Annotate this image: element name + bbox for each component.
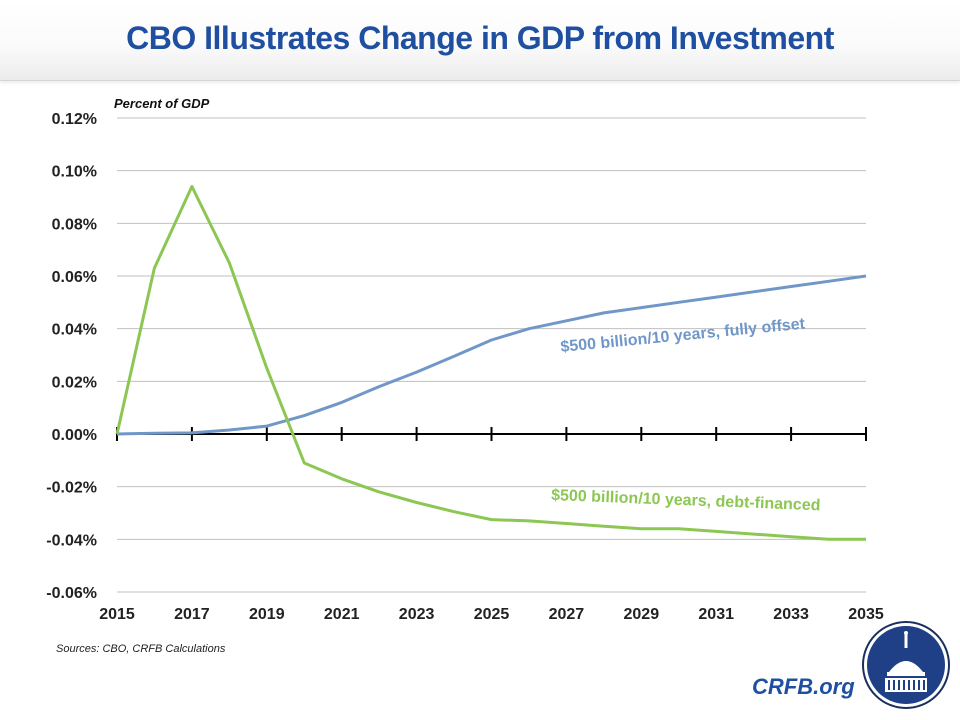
y-tick-label: 0.04% xyxy=(52,322,97,339)
series-line-debt-financed xyxy=(115,185,866,541)
y-tick-label: 0.08% xyxy=(52,216,97,233)
series-label-fully-offset: $500 billion/10 years, fully offset xyxy=(560,315,807,356)
title-banner: CBO Illustrates Change in GDP from Inves… xyxy=(0,0,960,81)
x-tick-label: 2029 xyxy=(624,606,660,623)
capitol-dome-icon xyxy=(862,621,950,709)
y-tick-label: 0.02% xyxy=(52,374,97,391)
y-tick-label: 0.12% xyxy=(52,111,97,128)
x-tick-label: 2027 xyxy=(549,606,585,623)
series-lines xyxy=(115,185,867,541)
x-tick-label: 2035 xyxy=(848,606,884,623)
x-tick-label: 2021 xyxy=(324,606,360,623)
series-label-debt-financed: $500 billion/10 years, debt-financed xyxy=(551,487,821,514)
brand-link[interactable]: CRFB.org xyxy=(752,674,855,699)
y-tick-label: 0.00% xyxy=(52,427,97,444)
y-axis-labels: 0.12% 0.10% 0.08% 0.06% 0.04% 0.02% 0.00% -0.02… xyxy=(46,111,97,602)
x-tick-label: 2025 xyxy=(474,606,510,623)
x-tick-label: 2019 xyxy=(249,606,285,623)
x-tick-label: 2031 xyxy=(698,606,734,623)
x-tick-label: 2015 xyxy=(99,606,135,623)
series-line-fully-offset xyxy=(116,274,867,436)
y-tick-label: -0.04% xyxy=(46,532,97,549)
x-tick-label: 2017 xyxy=(174,606,210,623)
y-tick-label: -0.02% xyxy=(46,480,97,497)
x-tick-label: 2033 xyxy=(773,606,809,623)
sources-note: Sources: CBO, CRFB Calculations xyxy=(56,643,226,655)
y-axis-title: Percent of GDP xyxy=(114,96,210,111)
gridlines xyxy=(117,117,866,593)
y-tick-label: 0.06% xyxy=(52,269,97,286)
y-tick-label: -0.06% xyxy=(46,585,97,602)
x-axis-labels: 2015 2017 2019 2021 2023 2025 2027 2029 2031 2033… xyxy=(99,606,884,623)
x-tick-label: 2023 xyxy=(399,606,435,623)
page-title: CBO Illustrates Change in GDP from Inves… xyxy=(126,20,834,56)
y-tick-label: 0.10% xyxy=(52,164,97,181)
